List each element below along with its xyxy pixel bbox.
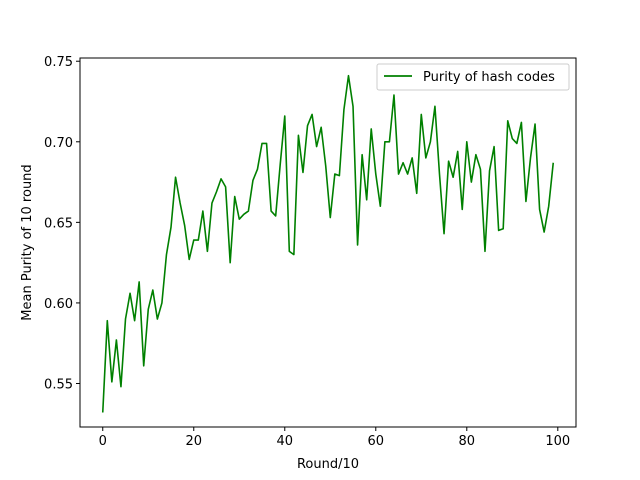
legend: Purity of hash codes — [376, 63, 570, 91]
x-axis-label: Round/10 — [297, 457, 359, 472]
y-tick-label: 0.55 — [44, 377, 73, 392]
plot-area-frame — [79, 57, 577, 428]
legend-box — [376, 63, 570, 91]
y-axis-label: Mean Purity of 10 round — [20, 164, 35, 320]
x-tick-label: 80 — [459, 434, 476, 449]
y-tick-label: 0.70 — [44, 136, 73, 151]
x-tick-label: 0 — [99, 434, 107, 449]
y-axis-ticks: 0.55 0.60 0.65 0.70 0.75 — [44, 55, 80, 392]
series-layer — [101, 74, 555, 413]
y-tick-label: 0.75 — [44, 55, 73, 70]
x-tick-label: 20 — [185, 434, 202, 449]
x-tick-label: 60 — [368, 434, 385, 449]
y-tick-label: 0.60 — [44, 297, 73, 312]
x-tick-label: 40 — [276, 434, 293, 449]
x-axis-ticks: 0 20 40 60 80 100 — [99, 427, 570, 449]
legend-label-purity-of-hash-codes: Purity of hash codes — [423, 70, 555, 85]
series-line-purity-of-hash-codes — [101, 74, 555, 413]
y-tick-label: 0.65 — [44, 216, 73, 231]
x-tick-label: 100 — [545, 434, 570, 449]
